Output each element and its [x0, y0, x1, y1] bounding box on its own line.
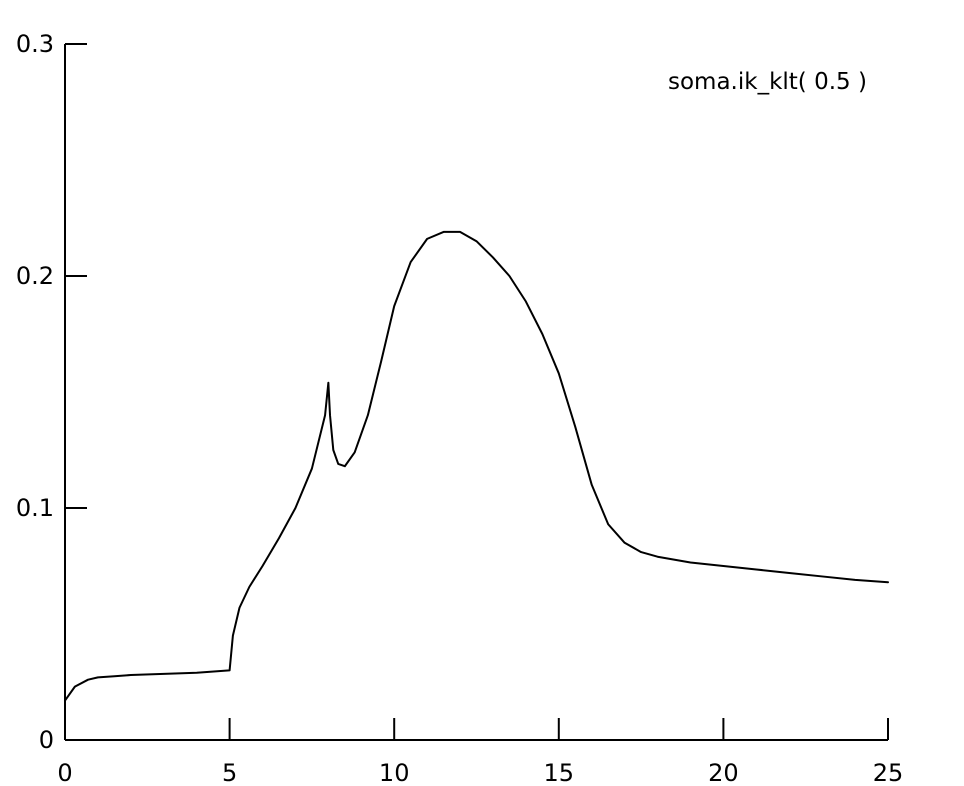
- y-tick-label: 0.1: [16, 494, 54, 522]
- y-tick-label: 0.2: [16, 262, 54, 290]
- y-tick-label: 0: [39, 726, 54, 754]
- x-tick-label: 0: [57, 759, 72, 786]
- legend-entry: soma.ik_klt( 0.5 ): [668, 69, 867, 95]
- x-tick-label: 10: [379, 759, 410, 786]
- x-tick-label: 5: [222, 759, 237, 786]
- series-layer: [64, 230, 889, 702]
- axes: 0 5 10 15 20 25 0 0.1 0.2 0.3: [16, 30, 903, 786]
- x-tick-label: 25: [873, 759, 904, 786]
- x-tick-label: 15: [544, 759, 575, 786]
- legend: soma.ik_klt( 0.5 ): [668, 69, 867, 95]
- series-line: [64, 230, 889, 702]
- x-tick-label: 20: [708, 759, 739, 786]
- y-tick-label: 0.3: [16, 30, 54, 58]
